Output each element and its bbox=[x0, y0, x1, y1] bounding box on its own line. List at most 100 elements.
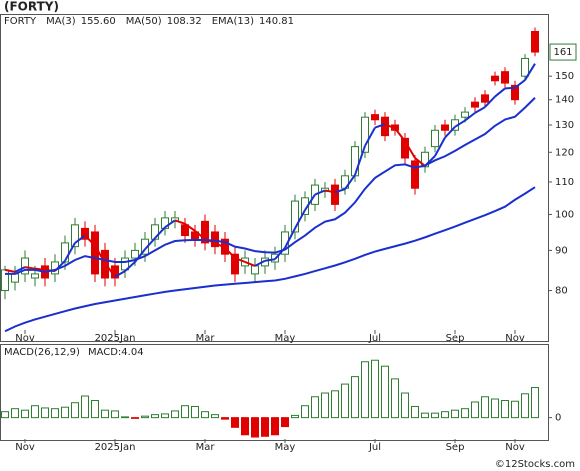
candle-body bbox=[381, 116, 389, 137]
candle-body bbox=[131, 249, 139, 259]
macd-bar bbox=[461, 408, 469, 419]
macd-bar bbox=[151, 414, 159, 419]
macd-bar bbox=[421, 412, 429, 419]
legend-name: MA(3) bbox=[46, 16, 76, 27]
ma-segment bbox=[264, 258, 276, 262]
ma-segment bbox=[234, 257, 246, 263]
macd-bar bbox=[291, 414, 299, 419]
candle-body bbox=[501, 71, 509, 84]
macd-bar bbox=[361, 361, 369, 419]
ma-segment bbox=[394, 127, 406, 142]
x-tick-label: Mar bbox=[196, 333, 216, 344]
candle-body bbox=[331, 184, 339, 205]
ma-segment bbox=[254, 259, 266, 267]
chart-title: (FORTY) bbox=[4, 0, 59, 14]
ma-segment bbox=[464, 112, 476, 122]
macd-bar bbox=[391, 378, 399, 419]
macd-bar bbox=[341, 383, 349, 419]
candle-body bbox=[411, 160, 419, 189]
ma-segment bbox=[504, 86, 516, 90]
macd-bar bbox=[311, 396, 319, 419]
macd-bar bbox=[501, 399, 509, 419]
ma-segment bbox=[524, 63, 536, 81]
macd-bar bbox=[111, 410, 119, 419]
ma-line bbox=[5, 97, 536, 275]
candle-body bbox=[511, 84, 519, 101]
macd-bar bbox=[91, 399, 99, 419]
ma-segment bbox=[304, 194, 316, 211]
ma-segment bbox=[244, 261, 256, 267]
macd-title: MACD(26,12,9) bbox=[4, 347, 80, 358]
ma-segment bbox=[24, 266, 36, 270]
y-tick-label: 100 bbox=[555, 209, 574, 220]
macd-bar bbox=[331, 390, 339, 419]
macd-bar bbox=[271, 417, 279, 436]
ma-segment bbox=[144, 237, 156, 250]
candle-body bbox=[91, 231, 99, 275]
y-tick-label: 110 bbox=[555, 177, 574, 188]
ma-segment bbox=[314, 189, 326, 196]
ma-segment bbox=[484, 95, 496, 108]
macd-bar bbox=[471, 401, 479, 419]
ma-segment bbox=[124, 261, 136, 272]
ma-segment bbox=[14, 266, 26, 273]
x-tick-label: 2025Jan bbox=[95, 442, 136, 453]
ma-segment bbox=[184, 222, 196, 232]
candle-body bbox=[441, 124, 449, 131]
macd-bar bbox=[11, 408, 19, 419]
macd-bar bbox=[241, 417, 249, 436]
ma-segment bbox=[84, 234, 96, 247]
ma-segment bbox=[334, 188, 346, 194]
price-panel bbox=[0, 14, 549, 342]
macd-bar bbox=[381, 365, 389, 419]
legend-value: 155.60 bbox=[81, 16, 116, 27]
x-tick-label: Sep bbox=[446, 333, 465, 344]
ma-segment bbox=[104, 262, 116, 278]
macd-bar bbox=[401, 392, 409, 419]
ma-segment bbox=[514, 79, 526, 89]
x-tick-label: Nov bbox=[15, 442, 35, 453]
x-tick-label: 2025Jan bbox=[95, 333, 136, 344]
last-price-box bbox=[549, 43, 577, 61]
ma-segment bbox=[294, 209, 306, 229]
legend-value: 140.81 bbox=[259, 16, 294, 27]
ma-segment bbox=[434, 137, 446, 157]
macd-bar bbox=[261, 417, 269, 437]
macd-bar bbox=[371, 359, 379, 419]
macd-bar bbox=[521, 393, 529, 419]
macd-bar bbox=[411, 405, 419, 419]
macd-bar bbox=[491, 398, 499, 419]
candle-body bbox=[11, 273, 19, 283]
candle-body bbox=[361, 116, 369, 153]
ma-segment bbox=[154, 226, 166, 239]
candle-body bbox=[71, 224, 79, 248]
ma-segment bbox=[114, 270, 126, 278]
watermark: ©12Stocks.com bbox=[495, 459, 575, 470]
x-tick-label: May bbox=[275, 333, 296, 344]
macd-bar bbox=[131, 417, 139, 419]
macd-bar bbox=[511, 400, 519, 419]
macd-bar bbox=[281, 417, 289, 428]
ma-segment bbox=[4, 268, 16, 273]
last-price: 161 bbox=[553, 47, 572, 58]
ma-segment bbox=[74, 234, 86, 244]
macd-bar bbox=[231, 417, 239, 428]
macd-bar bbox=[441, 411, 449, 419]
macd-bar bbox=[171, 410, 179, 419]
macd-bar bbox=[451, 409, 459, 419]
candle-body bbox=[471, 101, 479, 108]
ma-segment bbox=[384, 123, 396, 130]
candle-body bbox=[371, 114, 379, 121]
macd-bar bbox=[181, 405, 189, 419]
y-tick-label: 80 bbox=[555, 286, 568, 297]
x-tick-label: Jul bbox=[368, 333, 381, 344]
macd-bar bbox=[61, 406, 69, 419]
x-tick-label: Sep bbox=[446, 442, 465, 453]
x-tick-label: May bbox=[275, 442, 296, 453]
x-tick-label: Mar bbox=[196, 442, 216, 453]
ma-segment bbox=[454, 119, 466, 128]
x-tick-label: Jul bbox=[368, 442, 381, 453]
candle-body bbox=[481, 94, 489, 103]
macd-bar bbox=[531, 387, 539, 419]
candle-body bbox=[461, 111, 469, 118]
